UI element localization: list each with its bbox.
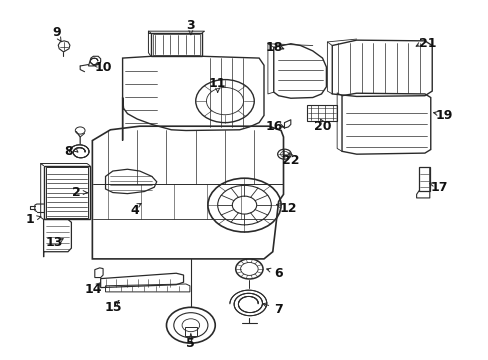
Text: 3: 3 — [186, 19, 195, 32]
Bar — [418, 167, 429, 191]
Text: 9: 9 — [52, 27, 61, 40]
Text: 8: 8 — [64, 145, 73, 158]
Text: 19: 19 — [435, 109, 452, 122]
Text: 21: 21 — [418, 37, 435, 50]
Bar — [151, 33, 202, 56]
Text: 5: 5 — [186, 337, 195, 350]
Text: 7: 7 — [274, 303, 283, 316]
Text: 18: 18 — [264, 41, 282, 54]
Text: 16: 16 — [264, 120, 282, 133]
Bar — [43, 166, 90, 220]
Bar — [184, 327, 196, 336]
Bar — [153, 35, 200, 55]
Bar — [45, 167, 88, 218]
Text: 6: 6 — [274, 267, 283, 280]
Text: 15: 15 — [104, 301, 122, 314]
Text: 1: 1 — [25, 213, 34, 226]
Text: 20: 20 — [313, 120, 330, 133]
Text: 13: 13 — [45, 236, 63, 249]
Text: 10: 10 — [94, 60, 112, 73]
Text: 11: 11 — [208, 77, 226, 90]
Text: 22: 22 — [282, 154, 299, 167]
Text: 2: 2 — [72, 186, 81, 199]
Text: 17: 17 — [430, 181, 447, 194]
Text: 14: 14 — [84, 283, 102, 296]
Text: 4: 4 — [130, 204, 139, 217]
Bar — [306, 105, 336, 121]
Text: 12: 12 — [279, 202, 297, 215]
